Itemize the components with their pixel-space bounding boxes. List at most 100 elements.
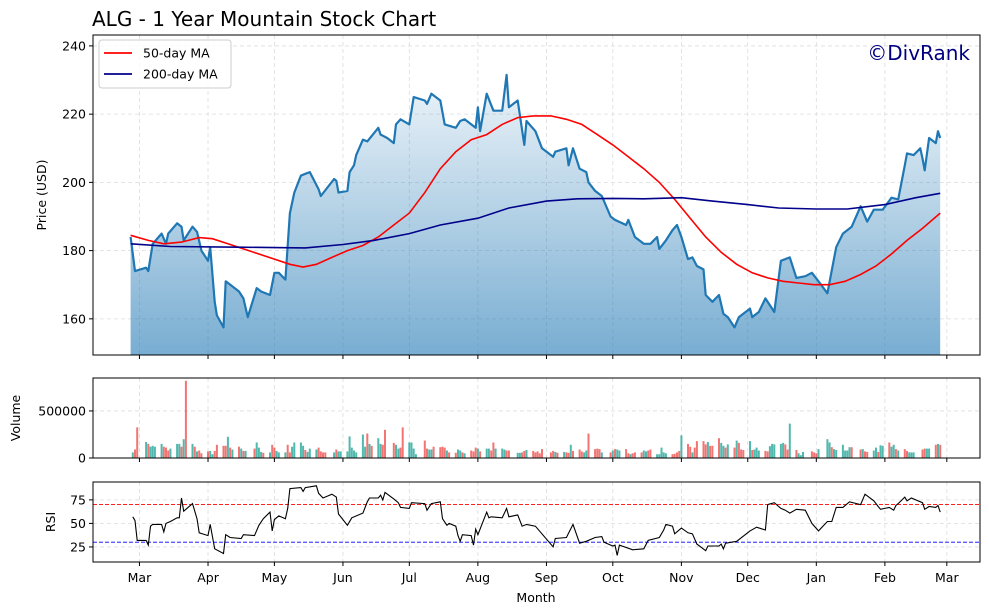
x-tick-label: Mar — [935, 570, 959, 585]
volume-bar — [706, 442, 709, 458]
volume-bar — [718, 438, 720, 458]
volume-bar — [890, 446, 893, 458]
volume-panel-frame — [92, 377, 981, 459]
volume-bar — [664, 453, 667, 458]
volume-bar — [642, 450, 645, 458]
x-tick-label: Nov — [669, 570, 694, 585]
volume-bar — [229, 447, 232, 458]
volume-bar — [160, 443, 163, 458]
volume-bar — [563, 451, 566, 458]
volume-bar — [364, 446, 367, 458]
x-tick-label: Apr — [197, 570, 219, 585]
volume-bar — [521, 452, 524, 458]
volume-bar — [169, 448, 172, 458]
ma200-line — [130, 192, 941, 249]
volume-bar — [277, 452, 280, 458]
volume-bar — [892, 444, 895, 458]
volume-bar — [379, 443, 382, 458]
volume-bar — [492, 442, 495, 458]
volume-bar — [737, 442, 740, 458]
volume-bar — [476, 448, 479, 458]
volume-bar — [934, 444, 937, 458]
volume-bar — [625, 449, 628, 458]
volume-bar — [153, 446, 156, 458]
volume-bar — [567, 452, 570, 458]
volume-bar — [846, 450, 849, 458]
volume-bar — [569, 444, 572, 458]
volume-bar — [720, 442, 723, 458]
volume-bar — [552, 450, 555, 458]
x-tick-label: Jul — [401, 570, 417, 585]
volume-bar — [503, 449, 506, 458]
volume-bar — [549, 452, 552, 458]
volume-bar — [474, 447, 477, 458]
volume-bar — [784, 444, 787, 458]
volume-bar — [906, 450, 908, 458]
watermark: ©DivRank — [867, 41, 970, 65]
volume-bar — [346, 451, 349, 458]
volume-bar — [658, 454, 661, 458]
volume-bar — [786, 449, 789, 458]
volume-bar — [859, 449, 862, 458]
volume-bar — [200, 453, 203, 458]
x-tick-label: Jun — [332, 570, 353, 585]
volume-bar — [598, 449, 601, 458]
volume-bar — [315, 449, 318, 458]
volume-bar — [872, 450, 875, 458]
volume-bar — [253, 448, 256, 458]
volume-bar — [742, 450, 745, 458]
volume-axis-label: Volume — [8, 394, 23, 441]
volume-bar — [397, 448, 400, 458]
volume-bar — [271, 444, 274, 458]
volume-bar — [580, 451, 583, 458]
volume-bar — [726, 444, 729, 458]
volume-bar — [306, 451, 309, 458]
volume-bar — [680, 435, 683, 458]
volume-bar — [828, 442, 831, 458]
volume-bar — [426, 448, 428, 458]
volume-bar — [788, 423, 791, 458]
volume-bar — [472, 451, 475, 458]
volume-bar — [226, 436, 229, 458]
volume-bar — [213, 450, 216, 458]
volume-bar — [815, 453, 818, 458]
volume-bar — [445, 450, 448, 458]
volume-bar — [207, 451, 209, 458]
volume-bar — [583, 452, 586, 458]
volume-bar — [879, 445, 882, 458]
volume-bar — [897, 450, 900, 458]
volume-bar — [673, 453, 676, 458]
x-tick-label: Feb — [874, 570, 896, 585]
volume-bar — [660, 447, 663, 458]
volume-bar — [191, 443, 194, 458]
volume-bar — [903, 449, 906, 458]
volume-bar — [308, 448, 311, 458]
rsi-panel — [93, 485, 980, 556]
volume-bar — [662, 452, 665, 458]
volume-bar — [536, 451, 539, 458]
x-tick-label: Sep — [535, 570, 559, 585]
volume-bar — [507, 450, 510, 458]
volume-bar — [348, 436, 351, 458]
volume-bar — [921, 449, 924, 458]
volume-bar — [640, 452, 643, 458]
volume-bar — [912, 452, 915, 458]
volume-bar — [269, 452, 271, 458]
volume-bar — [284, 452, 287, 458]
volume-bar — [848, 447, 851, 458]
volume-bar — [490, 450, 493, 458]
volume-bar — [518, 452, 521, 458]
legend-label-ma200: 200-day MA — [143, 67, 218, 82]
volume-bar — [368, 443, 371, 458]
volume-bar — [454, 452, 457, 458]
volume-bar — [162, 446, 165, 458]
x-tick-label: May — [261, 570, 287, 585]
volume-panel — [131, 380, 942, 458]
volume-bar — [317, 447, 320, 458]
volume-bar — [572, 450, 574, 458]
volume-bar — [377, 438, 380, 458]
volume-bar — [749, 441, 751, 458]
volume-bar — [299, 442, 302, 458]
volume-bar — [366, 433, 369, 458]
